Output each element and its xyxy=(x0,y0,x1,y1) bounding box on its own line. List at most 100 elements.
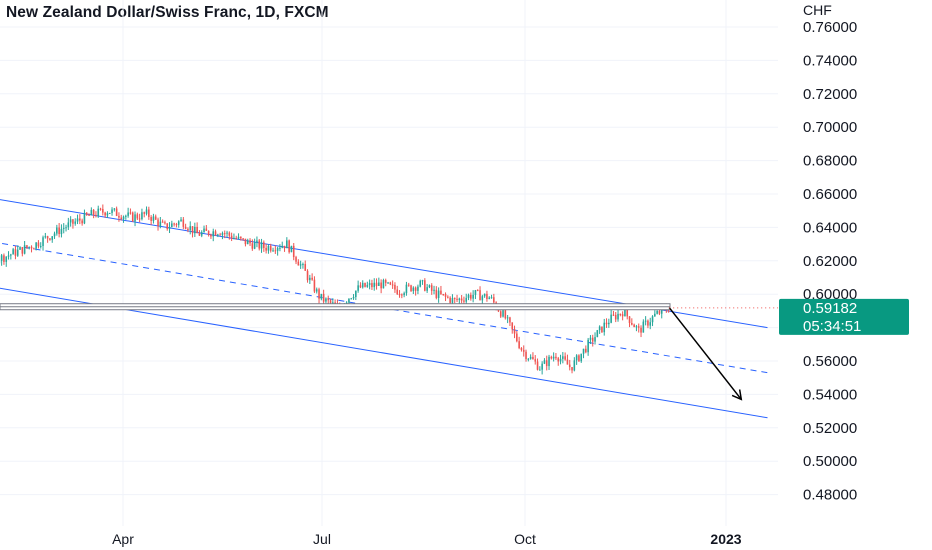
candle-body xyxy=(53,233,56,237)
candle-body xyxy=(575,355,578,361)
candle-body xyxy=(281,245,284,248)
candle-body xyxy=(143,212,146,214)
candle-body xyxy=(624,308,626,317)
candle-body xyxy=(467,294,470,298)
candle-body xyxy=(486,293,488,300)
candle-body xyxy=(164,222,166,224)
candle-body xyxy=(138,218,141,220)
candle-body xyxy=(85,212,88,215)
candle-body xyxy=(635,326,638,328)
candle-body xyxy=(58,227,60,235)
candle-body xyxy=(580,353,583,362)
candle-body xyxy=(640,327,642,333)
candle-body xyxy=(571,367,573,371)
candle-body xyxy=(499,311,502,317)
candle-body xyxy=(173,223,175,225)
candle-body xyxy=(585,348,587,353)
candle-body xyxy=(228,232,231,236)
candle-body xyxy=(189,226,192,230)
candle-body xyxy=(106,213,109,216)
candle-body xyxy=(474,290,477,295)
candle-body xyxy=(267,246,270,251)
candle-body xyxy=(258,240,261,249)
candle-body xyxy=(481,296,484,301)
candle-body xyxy=(265,247,267,251)
candle-body xyxy=(235,237,238,239)
candle-body xyxy=(545,360,548,367)
channel-lower-line[interactable] xyxy=(0,276,768,419)
candle-body xyxy=(0,255,3,261)
candle-body xyxy=(352,297,355,299)
candle-body xyxy=(394,284,396,290)
candle-body xyxy=(242,238,244,240)
candle-body xyxy=(364,282,366,287)
drawings[interactable] xyxy=(0,303,743,401)
candle-body xyxy=(295,257,297,262)
candle-body xyxy=(191,226,194,234)
candle-body xyxy=(644,320,647,322)
chart-title: New Zealand Dollar/Swiss Franc, 1D, FXCM xyxy=(6,4,329,21)
candle-body xyxy=(14,249,17,256)
price-tick-label: 0.54000 xyxy=(803,386,857,403)
candle-body xyxy=(380,282,382,289)
candle-body xyxy=(16,249,19,256)
candle-body xyxy=(573,360,576,371)
candle-body xyxy=(253,242,256,249)
candle-body xyxy=(460,298,463,301)
last-price-badge-bg xyxy=(779,298,909,335)
candle-body xyxy=(637,326,640,328)
candle-body xyxy=(60,228,63,235)
candle-body xyxy=(166,223,169,229)
candle-body xyxy=(440,290,442,295)
candle-body xyxy=(605,322,608,325)
candle-body xyxy=(315,289,318,292)
candle-body xyxy=(442,294,445,296)
candle-body xyxy=(660,307,663,314)
candle-body xyxy=(263,242,265,248)
candle-body xyxy=(141,212,143,220)
candle-body xyxy=(125,215,127,217)
candle-body xyxy=(322,293,325,302)
candle-body xyxy=(527,358,530,360)
projection-arrow[interactable] xyxy=(668,307,742,400)
candle-body xyxy=(42,237,44,246)
candle-body xyxy=(304,264,307,271)
candle-body xyxy=(359,285,362,288)
candle-body xyxy=(19,247,21,250)
candle-body xyxy=(157,219,159,227)
candle-body xyxy=(318,289,320,299)
trend-channel[interactable] xyxy=(0,187,768,419)
candle-body xyxy=(230,235,233,239)
candle-body xyxy=(345,302,348,304)
candle-body xyxy=(49,238,51,240)
candle-body xyxy=(651,316,654,323)
candle-body xyxy=(456,298,458,300)
candle-body xyxy=(210,234,212,237)
candle-body xyxy=(113,208,116,210)
candle-body xyxy=(451,298,454,303)
candle-body xyxy=(490,297,493,299)
candle-body xyxy=(568,364,571,368)
candle-body xyxy=(649,322,652,326)
candle-body xyxy=(447,296,449,298)
candle-body xyxy=(589,337,592,340)
time-axis[interactable]: Apr Jul Oct 2023 xyxy=(112,531,742,547)
candle-body xyxy=(656,310,658,314)
candles xyxy=(0,204,670,375)
candle-body xyxy=(223,233,226,235)
candle-body xyxy=(532,356,534,360)
candle-body xyxy=(384,280,387,283)
price-tick-label: 0.52000 xyxy=(803,420,857,437)
candle-body xyxy=(205,228,208,231)
candle-body xyxy=(612,314,615,316)
candle-body xyxy=(419,280,422,287)
channel-mid-line[interactable] xyxy=(0,231,768,374)
candle-body xyxy=(658,310,661,314)
candle-body xyxy=(516,333,518,342)
candle-body xyxy=(297,261,300,266)
price-tick-label: 0.66000 xyxy=(803,186,857,203)
candle-body xyxy=(136,214,139,219)
candle-body xyxy=(233,237,235,239)
